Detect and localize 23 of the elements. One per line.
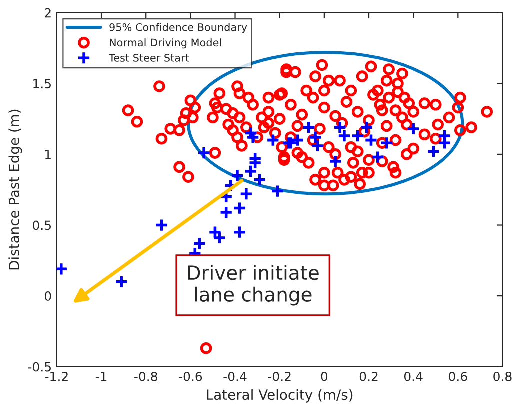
y-tick-label: 2 [45,8,51,18]
annotation: 95% Confidence Boundary [110,23,248,34]
y-tick-label: 1 [46,150,51,160]
x-tick-label: 0.4 [404,372,423,382]
x-tick-label: -1 [96,372,107,382]
x-tick-label: 0.2 [360,372,378,382]
y-axis-title: Distance Past Edge (m) [8,110,22,270]
legend-label: Normal Driving Model [110,38,222,49]
x-tick-label: -0.4 [224,372,247,382]
x-tick-label: -0.2 [268,372,291,382]
legend-label: Test Steer Start [108,54,190,62]
y-tick-label: 0.5 [33,220,51,230]
y-tick-label: 1.5 [34,79,51,89]
x-axis-title: Lateral Velocity (m/s) [207,389,353,403]
x-tick-label: 0.6 [449,372,468,382]
y-tick-label: 0 [44,292,52,301]
x-tick-label: -0.8 [134,372,158,382]
x-tick-label: -0.6 [179,372,202,382]
x-tick-label: 0 [321,372,328,382]
y-tick-label: -0.5 [28,362,51,372]
annotation: Driver initiate lane change [188,265,319,306]
x-tick-label: -1.2 [45,372,68,382]
x-tick-label: 0.8 [494,372,512,382]
